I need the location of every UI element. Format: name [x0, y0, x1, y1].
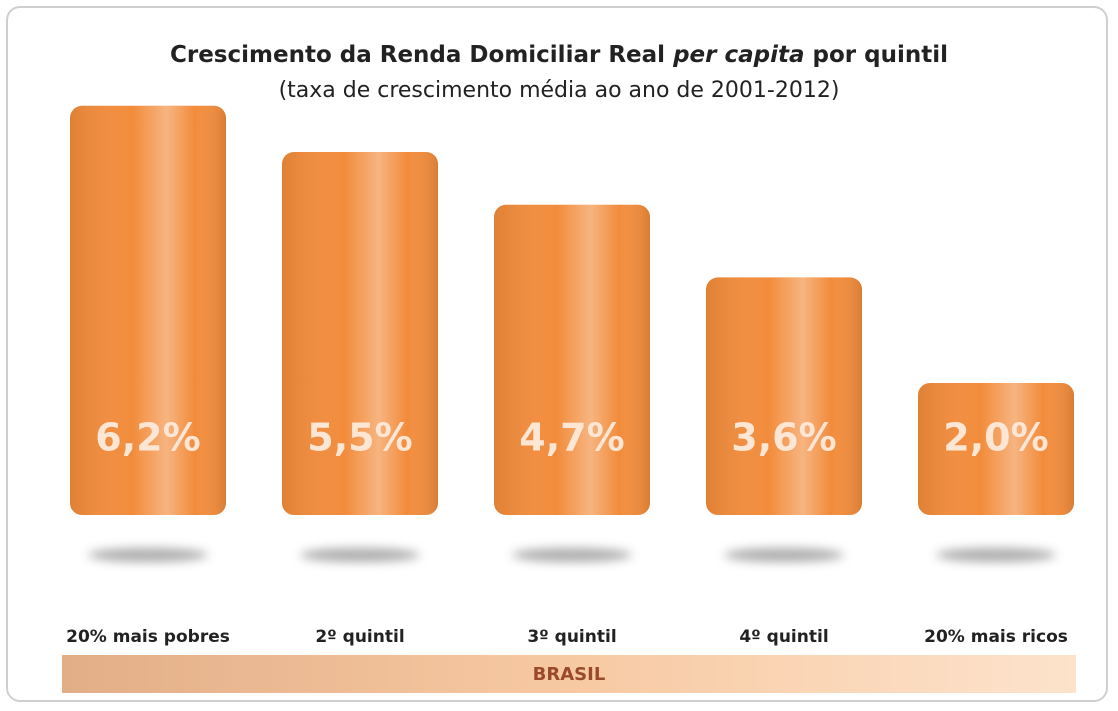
value-label: 3,6% — [731, 416, 836, 460]
x-tick-label: 4º quintil — [739, 627, 828, 647]
group-label: BRASIL — [533, 664, 606, 685]
chart-title: Crescimento da Renda Domiciliar Real per… — [0, 42, 1118, 68]
bar-shadow — [936, 548, 1056, 562]
x-tick-label: 20% mais pobres — [66, 627, 230, 647]
group-band — [62, 655, 1076, 693]
bar-highlight — [70, 105, 226, 516]
bar-highlight — [494, 204, 650, 516]
x-tick-label: 2º quintil — [315, 627, 404, 647]
chart-subtitle: (taxa de crescimento média ao ano de 200… — [278, 78, 840, 103]
bar-shadow — [512, 548, 632, 562]
x-tick-label: 20% mais ricos — [924, 627, 1068, 647]
title-part: per capita — [673, 42, 805, 68]
bar-shadow — [88, 548, 208, 562]
bar-highlight — [706, 277, 862, 515]
x-tick-label: 3º quintil — [527, 627, 616, 647]
bar-shadow — [724, 548, 844, 562]
bar-highlight — [282, 152, 438, 515]
title-part: por quintil — [812, 42, 948, 68]
bar-shadow — [300, 548, 420, 562]
value-label: 2,0% — [943, 416, 1048, 460]
value-label: 6,2% — [95, 416, 200, 460]
value-label: 5,5% — [307, 416, 412, 460]
frame — [6, 6, 1108, 702]
value-label: 4,7% — [519, 416, 624, 460]
title-part: Crescimento da Renda Domiciliar Real — [169, 42, 666, 68]
bar-highlight — [918, 383, 1074, 515]
